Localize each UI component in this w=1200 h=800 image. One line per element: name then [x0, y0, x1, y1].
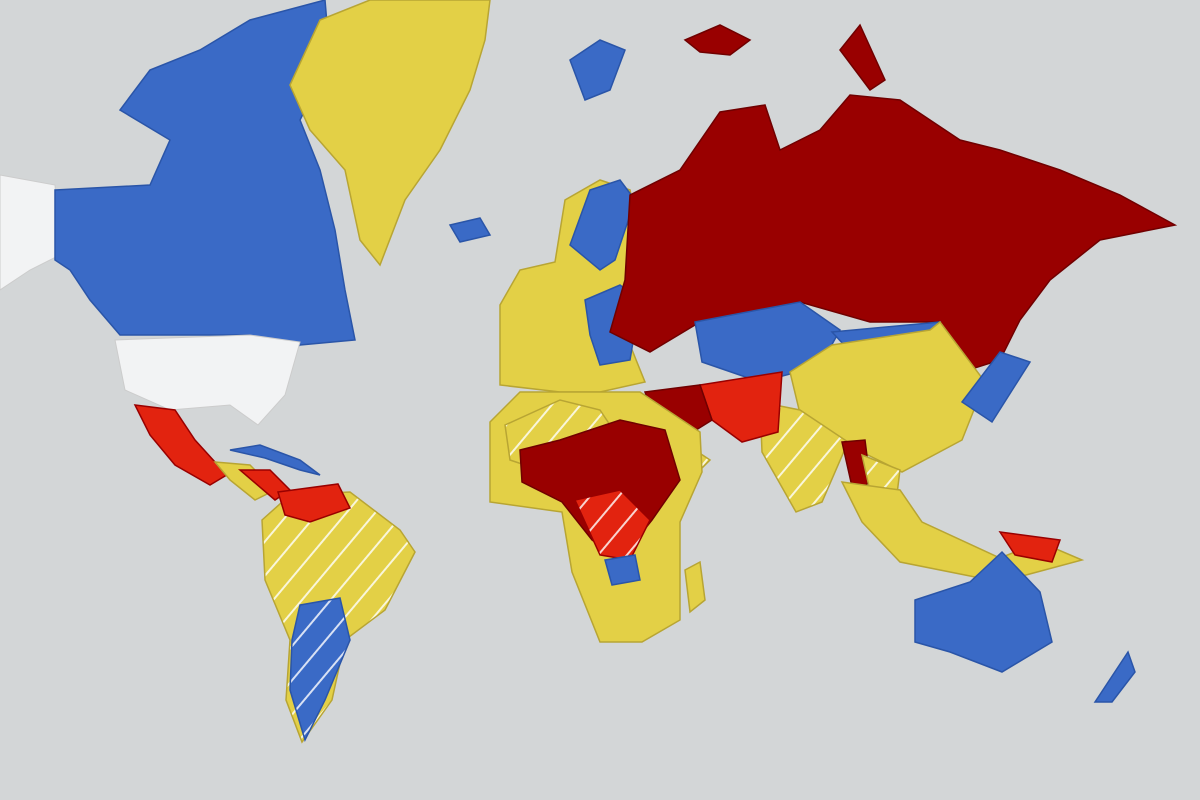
papua	[998, 531, 1062, 563]
greenland	[289, 0, 491, 267]
arctic-islands	[683, 24, 752, 56]
usa	[114, 334, 301, 426]
alaska	[0, 174, 61, 291]
argentina	[289, 597, 351, 743]
novaya-zemlya	[839, 23, 886, 92]
canada	[54, 0, 356, 367]
central-america	[213, 461, 277, 501]
japan	[960, 351, 1032, 424]
caribbean	[229, 444, 321, 476]
australia	[914, 550, 1053, 673]
angola-region	[604, 554, 641, 586]
madagascar	[684, 560, 706, 614]
svalbard	[569, 39, 626, 101]
central-africa	[573, 489, 651, 561]
india	[759, 401, 849, 513]
new-zealand	[1093, 650, 1136, 703]
venezuela	[277, 483, 352, 523]
iceland	[448, 217, 492, 243]
